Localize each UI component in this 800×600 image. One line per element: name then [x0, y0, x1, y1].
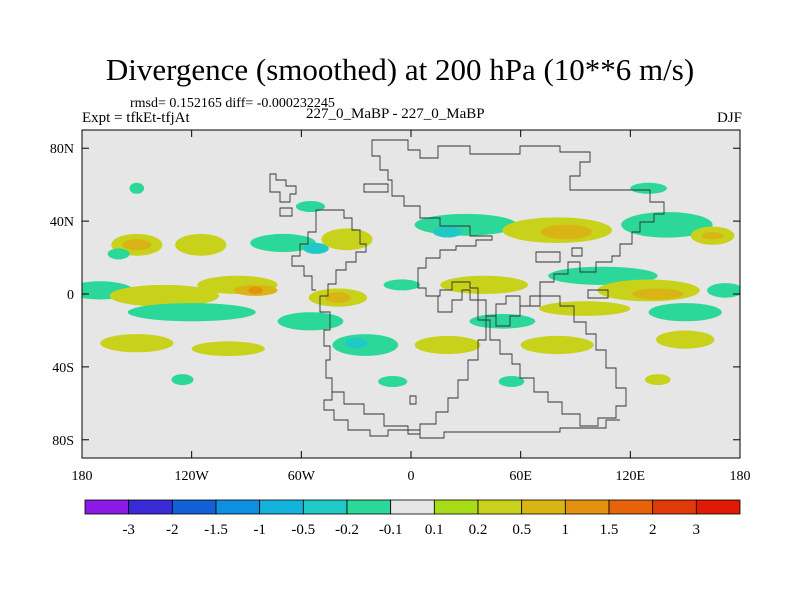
- contour-blob-36: [345, 337, 368, 349]
- colorbar-box: [608, 499, 654, 515]
- colorbar-box: [259, 499, 304, 515]
- contour-blob-34: [191, 341, 265, 357]
- colorbar-label: -0.2: [335, 522, 359, 538]
- x-tick-label: 180: [730, 469, 751, 484]
- colorbar-box: [346, 499, 392, 515]
- y-tick-label: 0: [67, 288, 74, 303]
- contour-blob-32: [648, 303, 722, 322]
- contour-blob-14: [701, 232, 724, 240]
- colorbar-label: -0.1: [379, 522, 403, 538]
- colorbar-label: -3: [122, 522, 135, 538]
- contour-blob-41: [498, 376, 525, 387]
- x-tick-label: 60E: [509, 469, 532, 484]
- contour-blob-31: [538, 301, 631, 316]
- contour-blob-2: [175, 233, 227, 256]
- chart-title: Divergence (smoothed) at 200 hPa (10**6 …: [105, 52, 695, 87]
- colorbar-box: [477, 499, 523, 515]
- contour-blob-40: [378, 376, 408, 387]
- y-tick-label: 80N: [50, 142, 74, 157]
- stats-label: rmsd= 0.152165 diff= -0.000232245: [130, 96, 335, 111]
- contour-blob-1: [122, 239, 152, 251]
- colorbar-label: -0.5: [291, 522, 315, 538]
- contour-blob-42: [645, 374, 671, 386]
- colorbar-label: 3: [693, 522, 701, 538]
- x-tick-label: 180: [72, 469, 93, 484]
- map-axes: 180 120W 60W 0 60E 120E 180 80N 40N 0 40S 80S: [50, 130, 751, 484]
- colorbar-box: [390, 499, 435, 515]
- colorbar-box: [652, 499, 697, 515]
- x-tick-label: 0: [408, 469, 415, 484]
- colorbar-box: [433, 499, 479, 515]
- y-tick-label: 40N: [50, 215, 74, 230]
- contour-blob-28: [127, 303, 256, 322]
- colorbar-label: 2: [649, 522, 657, 538]
- y-tick-label: 80S: [52, 434, 74, 449]
- colorbar-box: [564, 499, 610, 515]
- contour-blob-33: [100, 334, 174, 353]
- colorbar-box: [302, 499, 348, 515]
- contour-blob-27: [707, 283, 740, 298]
- contour-blob-9: [433, 226, 463, 238]
- contour-blob-8: [414, 213, 517, 236]
- contour-blob-12: [621, 212, 713, 238]
- colorbar-label: -1: [253, 522, 266, 538]
- contour-blob-39: [656, 330, 715, 349]
- coastline: [269, 139, 665, 439]
- contour-blob-23: [440, 275, 528, 294]
- colorbar-box: [695, 499, 741, 515]
- colorbar-label: 0.1: [425, 522, 444, 538]
- colorbar-label: 0.5: [512, 522, 531, 538]
- x-tick-label: 120W: [175, 469, 210, 484]
- contour-blob-29: [277, 312, 344, 331]
- experiment-label: Expt = tfkEt-tfjAt: [82, 110, 190, 126]
- colorbar-box: [171, 499, 217, 515]
- contour-blob-44: [630, 182, 667, 194]
- contour-blob-6: [303, 242, 329, 254]
- contour-blob-11: [540, 224, 593, 240]
- colorbar-label: 1: [562, 522, 570, 538]
- y-tick-label: 40S: [52, 361, 74, 376]
- colorbar: -3 -2 -1.5 -1 -0.5 -0.2 -0.1 0.1 0.2 0.5 1 1.5 2 3: [84, 499, 741, 538]
- contour-blob-21: [325, 292, 351, 304]
- contour-blob-45: [295, 201, 326, 212]
- contour-blob-38: [520, 335, 594, 355]
- colorbar-box: [128, 499, 173, 515]
- contour-blob-37: [414, 335, 481, 355]
- colorbar-label: 1.5: [600, 522, 619, 538]
- comparison-label: 227_0_MaBP - 227_0_MaBP: [306, 106, 485, 122]
- contour-blob-43: [171, 374, 194, 386]
- contour-blob-7: [321, 228, 373, 251]
- contour-blob-19: [248, 286, 263, 294]
- contour-blob-3: [107, 248, 130, 260]
- contour-blob-4: [129, 182, 145, 194]
- colorbar-box: [215, 499, 261, 515]
- season-label: DJF: [716, 110, 742, 126]
- colorbar-label: 0.2: [469, 522, 488, 538]
- colorbar-box: [521, 499, 566, 515]
- colorbar-box: [84, 499, 130, 515]
- contour-blob-22: [383, 279, 421, 291]
- contour-blob-16: [109, 284, 220, 307]
- x-tick-label: 120E: [616, 469, 646, 484]
- x-tick-label: 60W: [288, 469, 316, 484]
- contour-blob-26: [632, 288, 684, 300]
- contour-fields: [82, 182, 740, 387]
- colorbar-label: -2: [166, 522, 179, 538]
- colorbar-label: -1.5: [204, 522, 228, 538]
